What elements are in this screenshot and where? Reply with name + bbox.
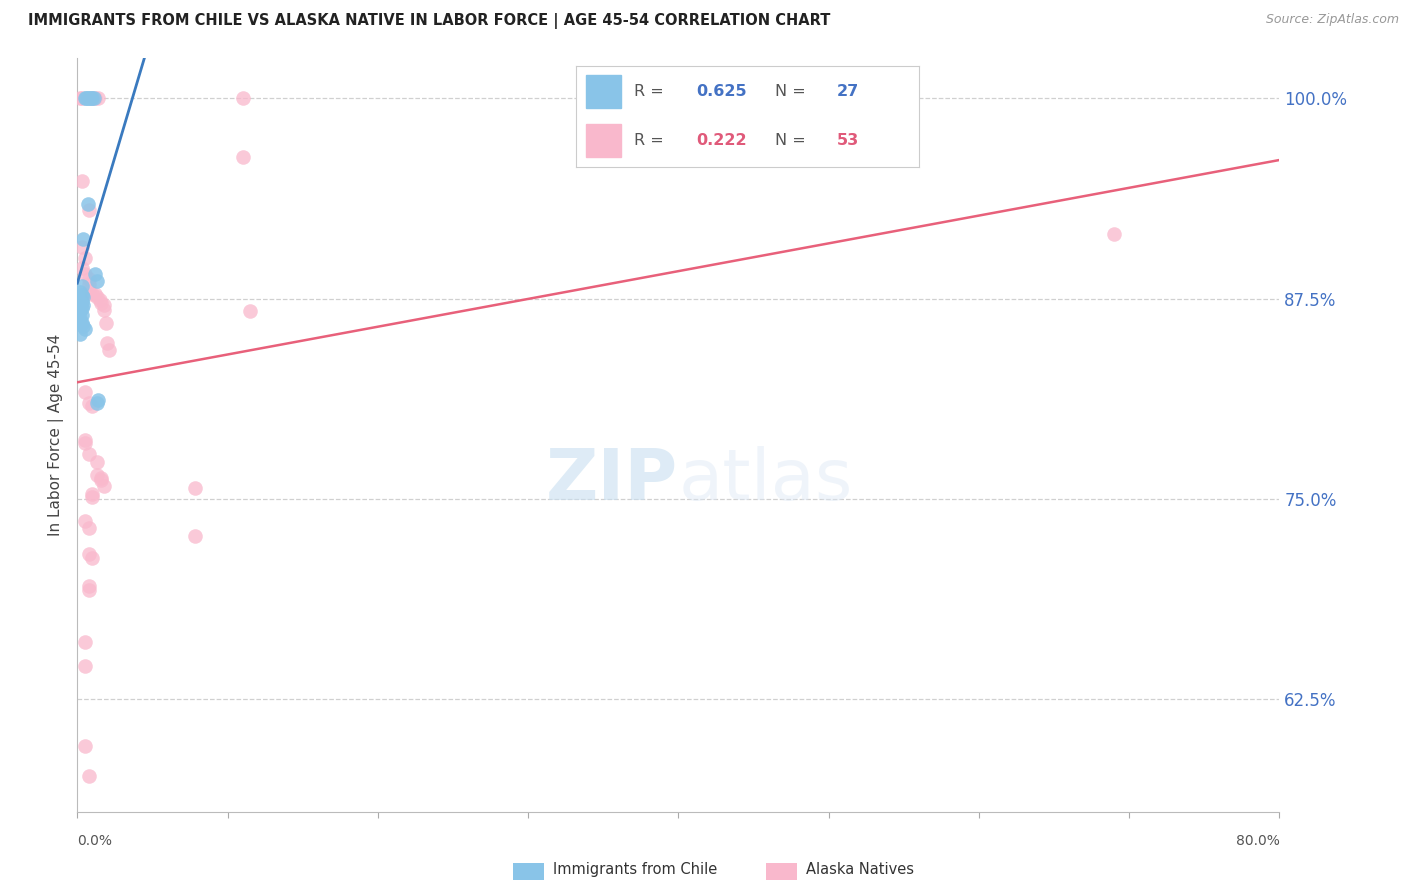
Point (72, 290, 94, 304)
Point (183, 529, 205, 543)
Point (87, 91, 110, 105)
Point (73, 634, 96, 648)
Point (93, 298, 115, 312)
Point (73, 515, 96, 529)
Text: atlas: atlas (679, 446, 853, 515)
Point (79, 284, 101, 298)
Point (79, 396, 101, 410)
Point (232, 91, 254, 105)
Point (183, 481, 205, 495)
Point (70, 278, 93, 293)
Point (79, 769, 101, 783)
Point (73, 384, 96, 399)
Point (84, 91, 107, 105)
Point (82, 491, 104, 505)
Point (79, 583, 101, 598)
Text: Source: ZipAtlas.com: Source: ZipAtlas.com (1265, 13, 1399, 27)
Point (79, 203, 101, 218)
Point (96, 336, 118, 351)
Point (79, 91, 101, 105)
Point (75, 91, 97, 105)
Point (86, 467, 108, 482)
Point (86, 396, 108, 410)
Point (79, 547, 101, 561)
Point (83, 91, 105, 105)
Point (232, 150, 254, 164)
Point (70, 308, 93, 322)
Point (69, 91, 91, 105)
Point (69, 304, 91, 318)
Point (72, 298, 94, 312)
Point (70, 91, 93, 105)
Point (82, 286, 104, 301)
Point (73, 91, 96, 105)
Point (90, 471, 112, 485)
Y-axis label: In Labor Force | Age 45-54: In Labor Force | Age 45-54 (48, 334, 65, 536)
Point (82, 399, 104, 413)
Point (80, 91, 103, 105)
Point (69, 326, 91, 341)
Point (70, 294, 93, 309)
Point (79, 579, 101, 593)
Point (84, 268, 107, 282)
Point (87, 392, 110, 407)
Point (73, 268, 96, 282)
Point (70, 261, 93, 276)
Point (76, 197, 98, 211)
Point (82, 487, 104, 501)
Point (72, 232, 94, 246)
Point (79, 447, 101, 461)
Point (94, 316, 117, 330)
Text: 80.0%: 80.0% (1236, 834, 1279, 848)
Point (79, 521, 101, 535)
Point (1102, 227, 1125, 242)
Point (86, 290, 108, 304)
Point (73, 435, 96, 450)
Point (90, 473, 112, 487)
Point (90, 296, 112, 310)
Text: IMMIGRANTS FROM CHILE VS ALASKA NATIVE IN LABOR FORCE | AGE 45-54 CORRELATION CH: IMMIGRANTS FROM CHILE VS ALASKA NATIVE I… (28, 13, 831, 29)
Text: 0.0%: 0.0% (77, 834, 112, 848)
Point (93, 302, 115, 317)
Point (70, 301, 93, 315)
Point (86, 455, 108, 469)
Point (73, 252, 96, 266)
Point (73, 322, 96, 336)
Point (239, 304, 262, 318)
Point (82, 91, 104, 105)
Point (82, 551, 104, 566)
Point (73, 433, 96, 447)
Point (70, 288, 93, 302)
Text: Immigrants from Chile: Immigrants from Chile (553, 863, 717, 877)
Text: Alaska Natives: Alaska Natives (806, 863, 914, 877)
Point (76, 91, 98, 105)
Point (73, 739, 96, 753)
Point (70, 240, 93, 254)
Point (79, 277, 101, 291)
Point (84, 286, 107, 301)
Point (73, 658, 96, 673)
Point (93, 479, 115, 493)
Point (82, 91, 104, 105)
Point (89, 293, 111, 307)
Point (79, 272, 101, 286)
Point (97, 343, 120, 357)
Point (72, 318, 94, 333)
Point (70, 174, 93, 188)
Point (69, 285, 91, 299)
Point (70, 316, 93, 330)
Point (86, 274, 108, 288)
Text: ZIP: ZIP (546, 446, 679, 515)
Point (69, 312, 91, 326)
